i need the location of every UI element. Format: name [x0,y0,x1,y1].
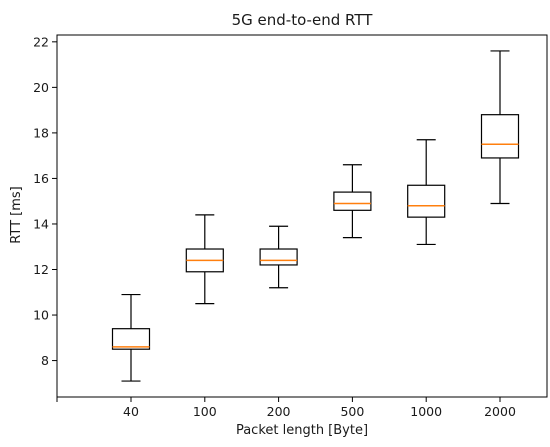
x-tick-label: 2000 [484,404,516,419]
box-iqr [333,191,372,211]
y-tick-label: 12 [33,262,49,277]
plot-frame [56,34,548,398]
x-tick-label: 1000 [410,404,442,419]
y-tick-label: 22 [33,34,49,49]
y-tick-label: 10 [33,308,49,323]
y-tick-label: 14 [33,216,49,231]
y-tick-label: 20 [33,80,49,95]
x-tick-label: 200 [267,404,291,419]
box-iqr [407,184,446,218]
box-iqr [480,114,520,159]
plot-area: 8 10 12 14 16 18 20 22 40 100 200 500 1000 2000 [33,34,520,419]
y-tick-label: 16 [33,171,49,186]
y-tick-label: 8 [41,353,49,368]
chart-title: 5G end-to-end RTT [232,11,374,29]
x-axis-label: Packet length [Byte] [236,423,368,438]
x-tick-label: 500 [340,404,364,419]
box-iqr [259,248,298,266]
x-tick-label: 100 [193,404,217,419]
y-axis-label: RTT [ms] [9,186,24,243]
y-tick-label: 18 [33,125,49,140]
x-tick-label: 40 [123,404,139,419]
box-iqr [111,328,151,350]
